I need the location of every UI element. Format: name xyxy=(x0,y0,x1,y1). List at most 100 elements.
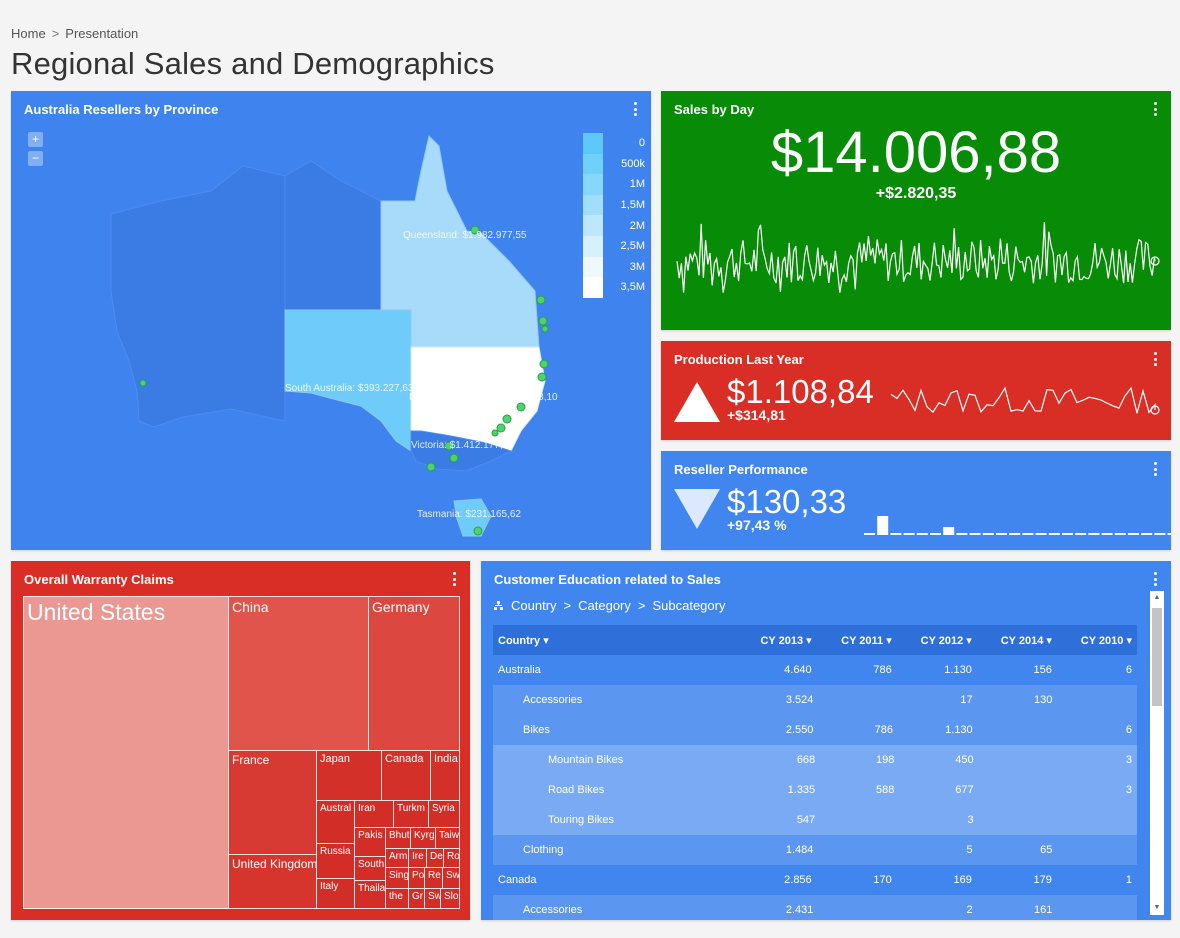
table-row[interactable]: Australia 4.640 786 1.130 156 6 xyxy=(493,655,1137,685)
zoom-out-button[interactable]: − xyxy=(28,151,43,166)
sparkline-bar xyxy=(969,533,981,535)
path-level-category[interactable]: Category xyxy=(578,598,631,613)
sort-icon[interactable]: ▾ xyxy=(963,634,972,647)
table-cell: 2 xyxy=(966,904,973,916)
more-options-icon[interactable] xyxy=(1149,570,1161,588)
sort-icon[interactable]: ▾ xyxy=(1123,634,1132,647)
more-options-icon[interactable] xyxy=(1149,350,1161,368)
more-options-icon[interactable] xyxy=(1149,460,1161,478)
region-south-australia[interactable] xyxy=(284,309,412,452)
treemap-cell[interactable]: China xyxy=(228,596,369,751)
treemap-cell[interactable]: Turkm xyxy=(393,800,429,828)
treemap-cell[interactable]: Austral xyxy=(316,800,355,844)
path-level-subcategory[interactable]: Subcategory xyxy=(652,598,726,613)
table-row[interactable]: Accessories 2.431 2 161 xyxy=(493,895,1137,920)
treemap-cell[interactable]: Slo xyxy=(440,888,460,909)
treemap-cell[interactable]: Taiw xyxy=(435,827,460,849)
table-row[interactable]: Bikes 2.550 786 1.130 6 xyxy=(493,715,1137,745)
more-options-icon[interactable] xyxy=(1149,100,1161,118)
treemap-cell[interactable]: Ro xyxy=(443,848,460,868)
treemap-cell[interactable]: Pakis xyxy=(354,827,386,857)
legend-item: 2M xyxy=(583,215,645,236)
treemap-cell[interactable]: Po xyxy=(408,867,425,889)
treemap-cell[interactable]: Ire xyxy=(408,848,427,868)
column-header[interactable]: CY 2012 ▾ xyxy=(920,634,972,647)
column-header[interactable]: CY 2011 ▾ xyxy=(841,634,892,647)
column-header[interactable]: CY 2014 ▾ xyxy=(1000,634,1052,647)
more-options-icon[interactable] xyxy=(448,570,460,588)
sort-icon[interactable]: ▾ xyxy=(1043,634,1052,647)
treemap-cell[interactable]: United Kingdom xyxy=(228,854,317,909)
legend-label: 0 xyxy=(638,137,645,150)
breadcrumb-current: Presentation xyxy=(65,26,139,41)
table-cell: 588 xyxy=(876,784,895,796)
table-row[interactable]: Accessories 3.524 17 130 xyxy=(493,685,1137,715)
treemap-cell[interactable]: France xyxy=(228,750,317,855)
treemap-cell[interactable]: De xyxy=(426,848,444,868)
treemap-cell[interactable]: Arm xyxy=(385,848,409,868)
treemap-cell[interactable]: Sing xyxy=(385,867,409,889)
sparkline-bar xyxy=(943,527,955,535)
legend-swatch xyxy=(583,153,603,175)
sparkline-bar xyxy=(903,533,915,535)
treemap-cell[interactable]: Re xyxy=(424,867,443,889)
table-row[interactable]: Clothing 1.484 5 65 xyxy=(493,835,1137,865)
reseller-markers[interactable] xyxy=(139,225,549,536)
table-row[interactable]: Road Bikes 1.335 588 677 3 xyxy=(493,775,1137,805)
treemap-cell[interactable]: Sw xyxy=(424,888,441,909)
table-cell: 450 xyxy=(955,754,974,766)
treemap-cell[interactable]: Iran xyxy=(354,800,394,828)
sparkline-bar xyxy=(1167,533,1171,535)
breadcrumb-home[interactable]: Home xyxy=(11,26,46,41)
zoom-in-button[interactable]: + xyxy=(28,132,43,147)
treemap-cell[interactable]: Syria xyxy=(428,800,460,828)
table-row[interactable]: Touring Bikes 547 3 xyxy=(493,805,1137,835)
scroll-up-icon[interactable]: ▲ xyxy=(1153,594,1161,601)
region-western-australia[interactable] xyxy=(110,165,286,428)
vertical-scrollbar[interactable]: ▲ ▼ xyxy=(1150,591,1164,915)
legend-item: 1M xyxy=(583,174,645,195)
treemap-cell[interactable]: South xyxy=(354,856,386,881)
sort-icon[interactable]: ▾ xyxy=(883,634,892,647)
treemap-cell[interactable]: Russia xyxy=(316,843,355,879)
region-victoria[interactable] xyxy=(410,430,513,472)
customer-education-widget: Customer Education related to Sales Coun… xyxy=(481,561,1171,920)
table-header: Country ▾ CY 2013 ▾ CY 2011 ▾ CY 2012 ▾ CY 2… xyxy=(493,625,1137,655)
scrollbar-thumb[interactable] xyxy=(1152,608,1162,706)
treemap-cell[interactable]: Sw xyxy=(442,867,460,889)
treemap-cell[interactable]: Gr xyxy=(408,888,425,909)
table-cell: 3 xyxy=(1125,754,1132,766)
table-row[interactable]: Mountain Bikes 668 198 450 3 xyxy=(493,745,1137,775)
treemap-cell[interactable]: the xyxy=(385,888,409,909)
treemap-cell[interactable]: United States xyxy=(23,596,229,909)
table-row[interactable]: Canada 2.856 170 169 179 1 xyxy=(493,865,1137,895)
legend-item: 500k xyxy=(583,153,645,175)
treemap-cell[interactable]: Italy xyxy=(316,878,355,909)
treemap-cell[interactable]: India xyxy=(430,750,460,801)
widget-title: Overall Warranty Claims xyxy=(24,572,174,587)
sort-icon[interactable]: ▾ xyxy=(540,634,549,647)
region-tasmania[interactable] xyxy=(453,498,492,537)
treemap-cell[interactable]: Germany xyxy=(368,596,460,751)
legend-swatch xyxy=(583,194,603,216)
region-northern-territory[interactable] xyxy=(284,160,382,311)
table-cell: 3 xyxy=(967,814,974,826)
trend-down-icon xyxy=(674,489,720,529)
treemap-cell[interactable]: Canada xyxy=(381,750,431,801)
treemap-cell[interactable]: Bhut xyxy=(385,827,411,849)
column-header[interactable]: CY 2013 ▾ xyxy=(760,634,812,647)
treemap-cell[interactable]: Japan xyxy=(316,750,382,801)
more-options-icon[interactable] xyxy=(629,100,641,118)
scroll-down-icon[interactable]: ▼ xyxy=(1153,904,1161,911)
sparkline-bar xyxy=(864,533,875,535)
treemap-cell[interactable]: Kyrg xyxy=(410,827,436,849)
path-level-country[interactable]: Country xyxy=(511,598,557,613)
australia-map[interactable] xyxy=(11,91,651,550)
column-header[interactable]: Country ▾ xyxy=(498,634,549,647)
sort-icon[interactable]: ▾ xyxy=(803,634,812,647)
row-label: Touring Bikes xyxy=(548,814,615,826)
column-header[interactable]: CY 2010 ▾ xyxy=(1080,634,1132,647)
table-cell: 161 xyxy=(1033,904,1053,916)
table-cell: 786 xyxy=(874,724,894,736)
treemap-cell[interactable]: Thaila xyxy=(354,880,386,909)
